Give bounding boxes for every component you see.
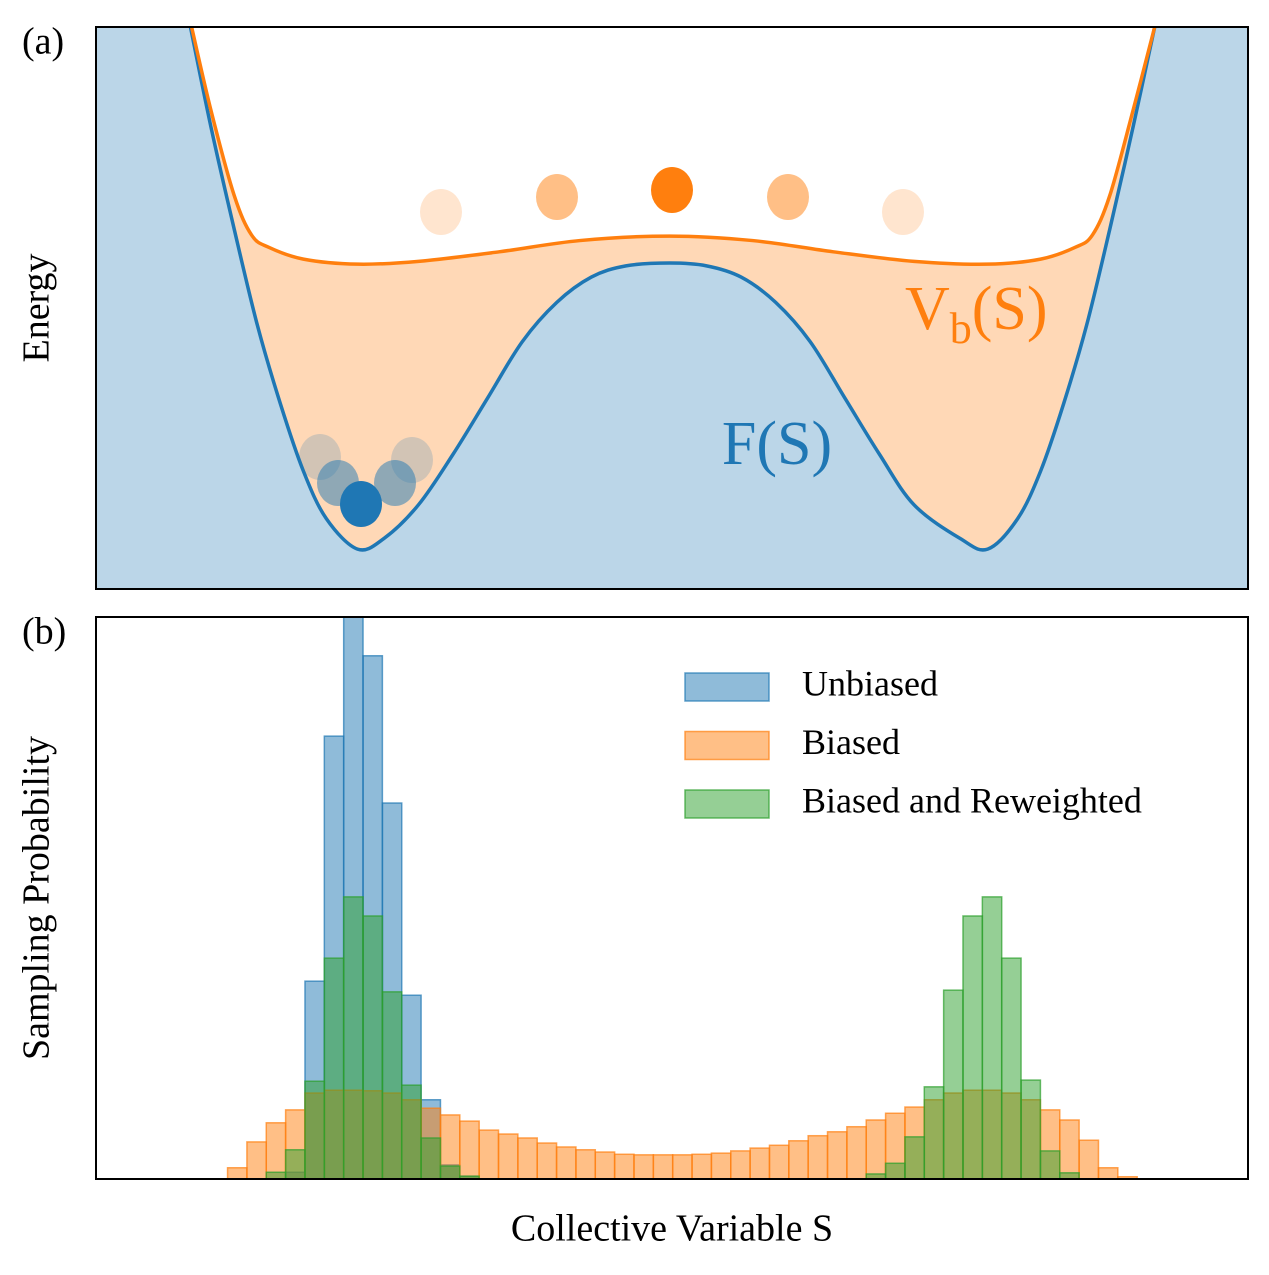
bar [1020, 1079, 1042, 1180]
bar [1078, 1139, 1100, 1180]
bar [400, 1084, 422, 1180]
bar [1097, 1167, 1119, 1180]
bar [730, 1150, 751, 1180]
curve-label: Vb(S) [905, 275, 1048, 353]
histogram-panel-area [226, 616, 1138, 1180]
walker [340, 481, 382, 527]
bar [381, 991, 403, 1180]
walker [651, 167, 693, 213]
bar [671, 1154, 693, 1180]
bar [284, 1149, 306, 1180]
bar [826, 1131, 848, 1180]
legend-swatch [684, 789, 770, 819]
x-axis-label: Collective Variable S [511, 1208, 833, 1250]
bar [246, 1141, 268, 1180]
curve [189, 27, 1157, 266]
walker [767, 174, 809, 220]
bar [788, 1140, 809, 1180]
bar [439, 1165, 461, 1180]
panel-label: (a) [22, 21, 64, 63]
bar [923, 1086, 945, 1180]
area [191, 27, 1155, 265]
bar [942, 989, 964, 1180]
bar [323, 957, 345, 1180]
legend-swatch [684, 672, 770, 702]
bar [1039, 1150, 1061, 1180]
walker [420, 189, 462, 235]
illustration [299, 167, 924, 527]
walker [536, 174, 578, 220]
bar [749, 1147, 771, 1180]
plot-frame [95, 26, 1249, 590]
bar [768, 1144, 790, 1180]
bar [517, 1137, 538, 1180]
curve-label: F(S) [722, 410, 832, 478]
bar [594, 1151, 616, 1180]
bar [342, 896, 364, 1180]
legend-label: Biased [802, 722, 900, 762]
bar [555, 1146, 577, 1180]
bar [710, 1152, 732, 1180]
bar [884, 1162, 906, 1180]
bar [846, 1125, 867, 1180]
bar [691, 1153, 713, 1180]
bar [807, 1134, 829, 1180]
bar [962, 915, 984, 1180]
legend-label: Biased and Reweighted [802, 780, 1142, 820]
bar [536, 1142, 558, 1180]
bar [362, 915, 384, 1180]
label-part: V [905, 275, 950, 343]
bar [497, 1133, 519, 1180]
y-axis-label: Energy [16, 253, 58, 362]
label-part: (S) [972, 275, 1048, 343]
bar [478, 1129, 500, 1180]
plot-frame [95, 616, 1249, 1180]
label-part: b [950, 304, 972, 353]
bar [652, 1154, 674, 1180]
bar [575, 1149, 597, 1180]
bar [633, 1154, 655, 1180]
bar [420, 1137, 442, 1180]
bar [981, 896, 1003, 1180]
bar [226, 1167, 248, 1180]
bar [265, 1122, 287, 1180]
bar [1059, 1119, 1080, 1180]
energy-panel-area [96, 27, 1248, 589]
y-axis-label: Sampling Probability [16, 736, 58, 1060]
walker [374, 460, 416, 506]
bar [613, 1153, 635, 1180]
curve [188, 27, 1157, 552]
bar [459, 1120, 480, 1180]
legend-label: Unbiased [802, 663, 938, 703]
legend-swatch [684, 730, 770, 761]
bar [865, 1119, 887, 1180]
panel-label: (b) [22, 611, 66, 653]
walker [882, 189, 924, 235]
bar [304, 1080, 326, 1180]
bar [904, 1136, 926, 1180]
bar [1000, 957, 1022, 1180]
bar [265, 1171, 287, 1180]
